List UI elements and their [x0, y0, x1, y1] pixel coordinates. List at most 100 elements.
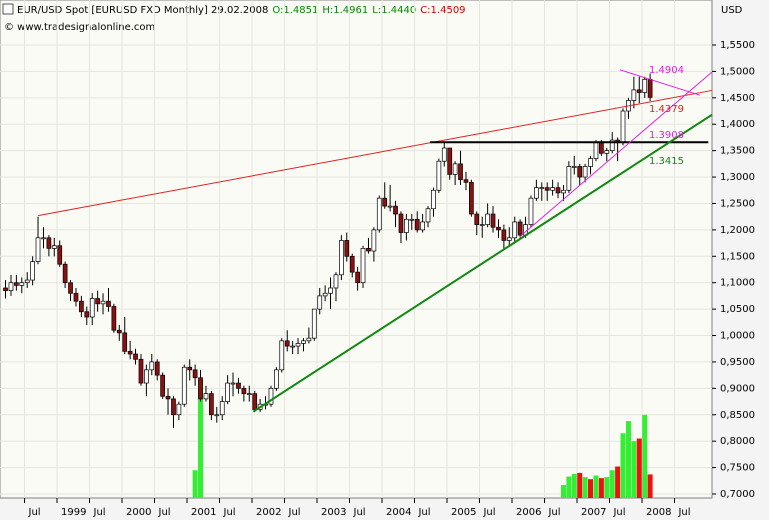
- candle-body: [469, 181, 474, 215]
- candle-body: [165, 395, 171, 400]
- candle-body: [95, 298, 100, 305]
- candle-body: [160, 374, 165, 397]
- volume-bar: [198, 380, 204, 498]
- x-tick-label: 2004: [386, 507, 411, 518]
- candle-body: [236, 382, 241, 389]
- x-tick-label: 2002: [256, 507, 281, 518]
- candle-body: [463, 179, 469, 183]
- candle-body: [35, 237, 41, 262]
- candle-body: [339, 240, 344, 276]
- candle-body: [106, 300, 111, 307]
- candle-body: [512, 221, 518, 239]
- candle-body: [571, 166, 577, 168]
- candle-body: [431, 189, 436, 210]
- candle-body: [73, 292, 79, 302]
- x-tick-label: Jul: [547, 507, 560, 518]
- candle-body: [290, 345, 295, 348]
- x-tick-label: 1999: [61, 507, 86, 518]
- candle-body: [609, 139, 615, 151]
- volume-bar: [571, 473, 577, 498]
- candle-body: [328, 287, 333, 294]
- volume-bar: [560, 485, 566, 498]
- candle-body: [62, 263, 68, 284]
- candle-body: [355, 271, 360, 284]
- candle-body: [360, 248, 366, 284]
- candle-body: [111, 306, 117, 331]
- candle-body: [506, 237, 512, 241]
- volume-bar: [647, 474, 653, 498]
- candle-body: [295, 343, 301, 347]
- candle-body: [279, 340, 285, 371]
- candle-body: [371, 229, 377, 252]
- candle-body: [89, 298, 95, 318]
- candle-body: [647, 78, 653, 98]
- candle-body: [534, 187, 539, 199]
- candle-body: [458, 163, 463, 181]
- x-tick-label: 2008: [646, 507, 671, 518]
- x-tick-label: Jul: [417, 507, 430, 518]
- volume-bar: [642, 414, 648, 498]
- candle-body: [84, 311, 90, 318]
- candle-body: [414, 218, 420, 231]
- candle-body: [301, 340, 306, 344]
- y-tick-label: 1,0500: [720, 304, 755, 315]
- x-tick-label: 2005: [451, 507, 476, 518]
- candle-body: [79, 300, 84, 313]
- y-tick-label: 1,1000: [720, 278, 755, 289]
- candle-body: [425, 208, 431, 223]
- candle-body: [176, 403, 182, 416]
- candle-body: [68, 282, 73, 294]
- x-tick-label: Jul: [353, 507, 366, 518]
- volume-bar: [625, 421, 631, 498]
- candle-body: [561, 189, 566, 194]
- x-tick-label: Jul: [482, 507, 495, 518]
- line-label: 1.4904: [649, 65, 684, 76]
- watermark: © www.tradesignalonline.com: [4, 22, 155, 33]
- y-tick-label: 1,1500: [720, 251, 755, 262]
- volume-bar: [620, 433, 626, 498]
- candle-body: [604, 150, 610, 154]
- x-tick-label: Jul: [28, 507, 41, 518]
- candle-body: [582, 166, 588, 178]
- candle-body: [274, 369, 279, 389]
- y-tick-label: 0,9000: [720, 383, 755, 394]
- candle-body: [144, 369, 149, 384]
- candle-body: [528, 197, 534, 225]
- line-label: 1.3908: [649, 130, 684, 141]
- y-tick-label: 1,3500: [720, 146, 755, 157]
- line-label: 1.4379: [649, 104, 684, 115]
- trend-line: [619, 69, 700, 96]
- candle-body: [252, 393, 258, 410]
- x-tick-label: 2000: [126, 507, 151, 518]
- plot-area: [0, 0, 713, 499]
- candle-body: [14, 282, 19, 286]
- candle-body: [382, 197, 388, 207]
- candle-body: [209, 393, 214, 416]
- x-tick-label: Jul: [158, 507, 171, 518]
- x-tick-label: 2007: [581, 507, 606, 518]
- candle-body: [539, 187, 545, 189]
- y-tick-label: 1,5000: [720, 66, 755, 77]
- candle-body: [496, 226, 501, 231]
- y-tick-label: 0,8500: [720, 410, 755, 421]
- settings-box[interactable]: [2, 3, 14, 15]
- candle-body: [409, 218, 415, 221]
- candle-body: [41, 237, 46, 240]
- candle-body: [544, 187, 550, 191]
- candle-body: [57, 245, 63, 265]
- candle-body: [333, 274, 339, 289]
- y-tick-label: 0,9500: [720, 357, 755, 368]
- candle-body: [322, 292, 328, 297]
- candle-body: [393, 205, 398, 215]
- volume-bar: [636, 438, 642, 498]
- candle-body: [366, 248, 371, 252]
- x-tick-label: Jul: [612, 507, 625, 518]
- y-tick-label: 1,0000: [720, 331, 755, 342]
- y-tick-label: 1,2000: [720, 225, 755, 236]
- candle-body: [241, 387, 247, 394]
- volume-bar: [609, 470, 615, 498]
- candle-body: [127, 351, 133, 355]
- candle-body: [398, 213, 404, 233]
- trend-line: [38, 89, 713, 217]
- candle-body: [441, 147, 447, 162]
